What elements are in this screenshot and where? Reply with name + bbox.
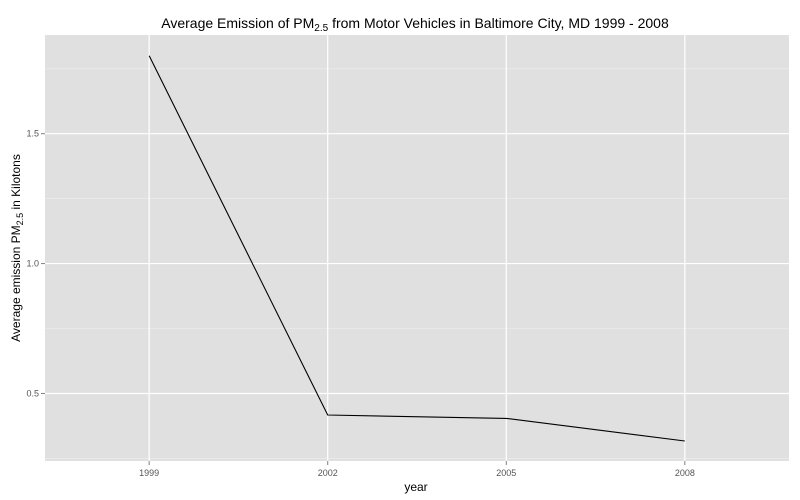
chart-title-subscript: 2.5 <box>314 23 328 34</box>
x-tick-label: 2005 <box>496 468 516 478</box>
chart-title: Average Emission of PM2.5 from Motor Veh… <box>161 15 669 34</box>
y-tick-label: 0.5 <box>26 388 39 398</box>
x-axis-ticks: 1999 2002 2005 2008 <box>139 461 695 478</box>
x-tick-label: 1999 <box>139 468 159 478</box>
series-layer <box>148 55 685 442</box>
chart-title-prefix: Average Emission of PM <box>161 15 314 31</box>
y-tick-label: 1.0 <box>26 259 39 269</box>
y-axis-ticks: 0.5 1.0 1.5 <box>26 129 45 398</box>
x-axis-title: year <box>404 480 427 494</box>
x-tick-label: 2008 <box>675 468 695 478</box>
x-tick-label: 2002 <box>318 468 338 478</box>
y-axis-title-prefix: Average emission PM <box>9 225 23 342</box>
y-axis-title-suffix: in Kilotons <box>9 154 23 213</box>
series-line-0 <box>148 55 685 442</box>
major-grid-lines <box>45 35 789 461</box>
plot-panel <box>45 35 789 461</box>
minor-grid-lines <box>45 68 789 459</box>
y-tick-label: 1.5 <box>26 129 39 139</box>
y-axis-title: Average emission PM2.5 in Kilotons <box>9 154 25 342</box>
y-axis-title-subscript: 2.5 <box>15 213 25 226</box>
chart-title-suffix: from Motor Vehicles in Baltimore City, M… <box>328 15 669 31</box>
